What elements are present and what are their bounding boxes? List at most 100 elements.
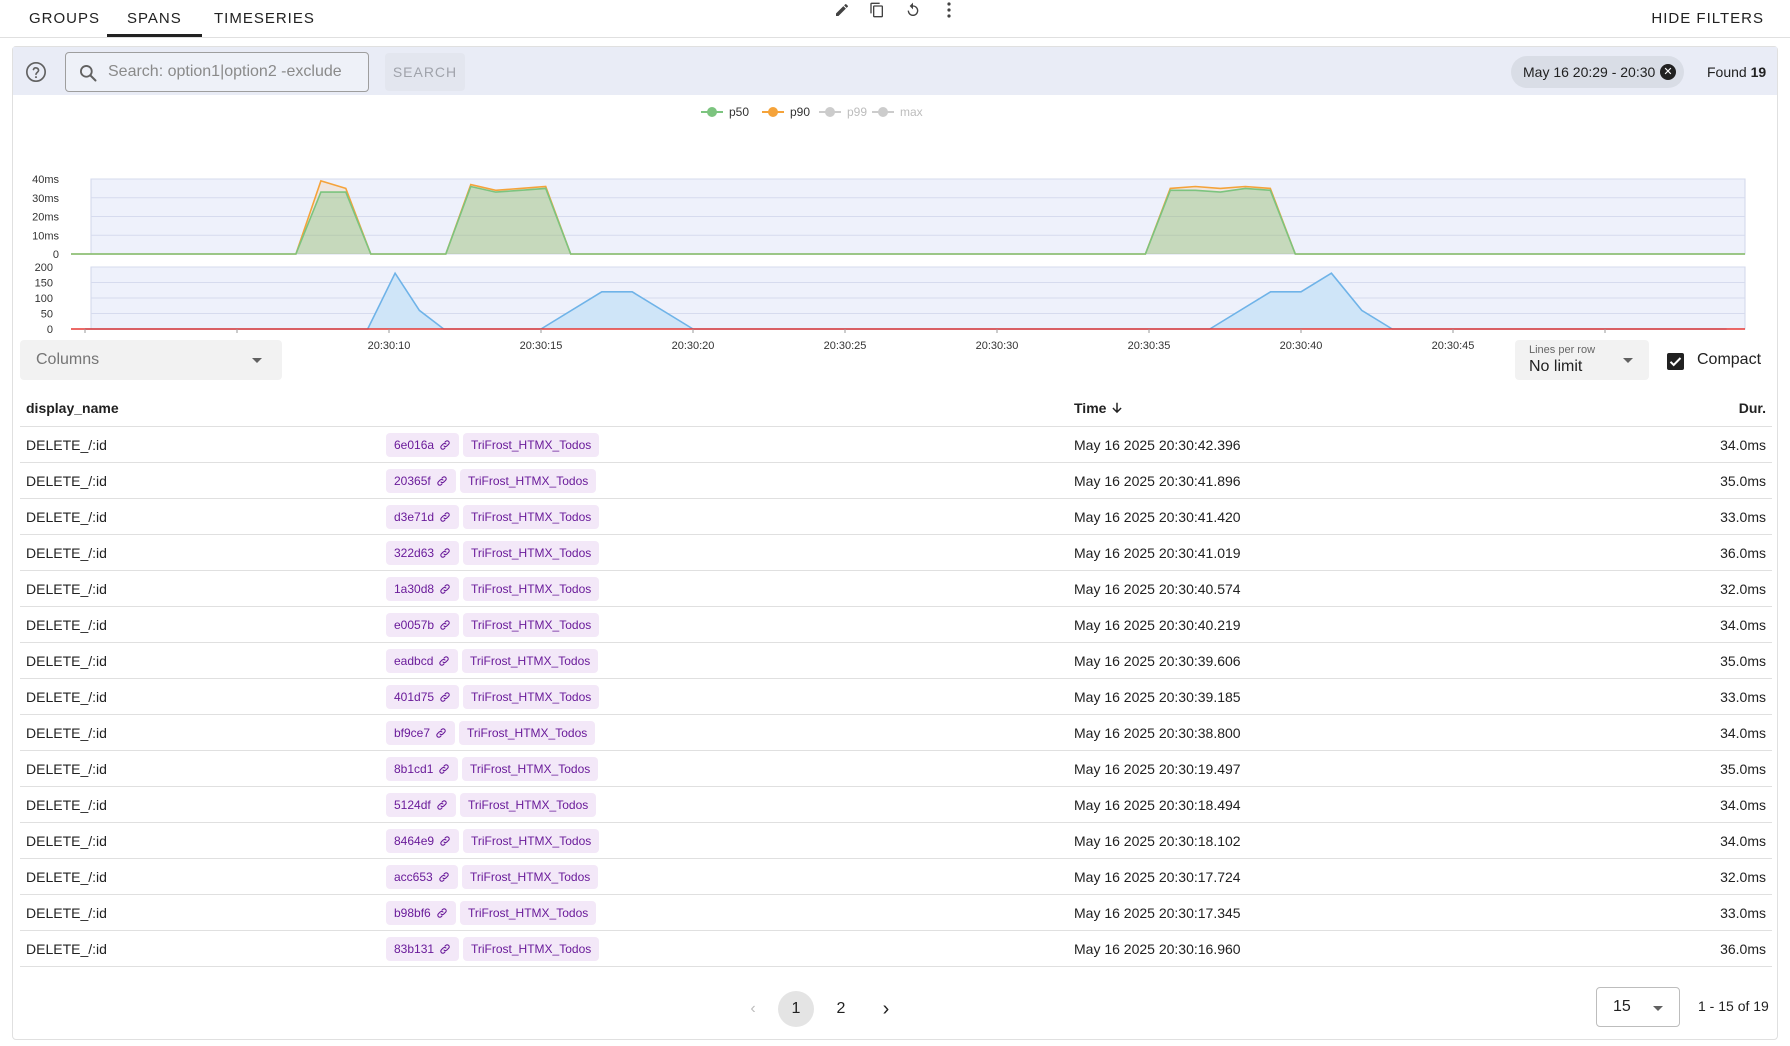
span-id-chip[interactable]: acc653: [386, 865, 458, 889]
time-cell: May 16 2025 20:30:39.606: [1074, 653, 1241, 669]
table-row[interactable]: DELETE_/:id 5124df TriFrost_HTMX_Todos May …: [20, 787, 1772, 823]
table-row[interactable]: DELETE_/:id eadbcd TriFrost_HTMX_Todos May …: [20, 643, 1772, 679]
spans-panel: SEARCH May 16 20:29 - 20:30 ✕ Found 19 p…: [12, 46, 1778, 1040]
table-row[interactable]: DELETE_/:id 83b131 TriFrost_HTMX_Todos May …: [20, 931, 1772, 967]
hide-filters-button[interactable]: HIDE FILTERS: [1651, 10, 1764, 27]
col-header-duration[interactable]: Dur.: [1738, 400, 1766, 416]
compact-label: Compact: [1697, 351, 1762, 368]
tab-groups[interactable]: GROUPS: [29, 10, 101, 27]
service-chip[interactable]: TriFrost_HTMX_Todos: [460, 793, 597, 817]
columns-select[interactable]: Columns: [20, 340, 282, 380]
duration-cell: 34.0ms: [1720, 437, 1766, 453]
link-icon: [439, 831, 451, 855]
span-id-chip[interactable]: 5124df: [386, 793, 456, 817]
service-chip[interactable]: TriFrost_HTMX_Todos: [460, 901, 597, 925]
table-row[interactable]: DELETE_/:id 20365f TriFrost_HTMX_Todos May …: [20, 463, 1772, 499]
pencil-icon[interactable]: [830, 0, 854, 20]
display-name-cell: DELETE_/:id: [26, 905, 107, 921]
spans-table: display_name Time Dur. DELETE_/:id 6e016a…: [20, 387, 1772, 967]
page-2-button[interactable]: 2: [836, 1000, 846, 1017]
p50-series-area: [71, 186, 1745, 254]
span-id-text: e0057b: [394, 618, 435, 632]
span-id-chip[interactable]: 83b131: [386, 937, 460, 961]
chevron-down-icon: [1653, 1006, 1663, 1011]
service-chip[interactable]: TriFrost_HTMX_Todos: [463, 577, 600, 601]
table-row[interactable]: DELETE_/:id bf9ce7 TriFrost_HTMX_Todos May …: [20, 715, 1772, 751]
col-header-display-name[interactable]: display_name: [26, 400, 119, 416]
service-chip[interactable]: TriFrost_HTMX_Todos: [463, 433, 600, 457]
service-chip[interactable]: TriFrost_HTMX_Todos: [462, 649, 599, 673]
top-bar: GROUPS SPANS TIMESERIES HIDE FILTERS: [0, 0, 1790, 38]
table-row[interactable]: DELETE_/:id b98bf6 TriFrost_HTMX_Todos May …: [20, 895, 1772, 931]
link-icon: [436, 471, 448, 495]
more-vertical-icon[interactable]: [937, 0, 961, 20]
checkbox-checked-icon[interactable]: [1667, 353, 1684, 370]
service-chip[interactable]: TriFrost_HTMX_Todos: [463, 505, 600, 529]
table-row[interactable]: DELETE_/:id 6e016a TriFrost_HTMX_Todos May …: [20, 427, 1772, 463]
clear-date-icon[interactable]: ✕: [1660, 64, 1676, 80]
date-range-chip[interactable]: May 16 20:29 - 20:30 ✕: [1511, 56, 1684, 88]
search-field[interactable]: [65, 52, 369, 92]
lines-per-row-select[interactable]: Lines per row No limit: [1515, 340, 1649, 380]
lines-per-row-label: Lines per row: [1529, 344, 1596, 356]
span-id-chip[interactable]: e0057b: [386, 613, 460, 637]
service-chip[interactable]: TriFrost_HTMX_Todos: [462, 865, 599, 889]
span-id-chip[interactable]: 401d75: [386, 685, 460, 709]
span-id-chip[interactable]: 322d63: [386, 541, 460, 565]
columns-label: Columns: [36, 351, 100, 368]
display-name-cell: DELETE_/:id: [26, 941, 107, 957]
search-input[interactable]: [106, 61, 356, 83]
table-row[interactable]: DELETE_/:id 8464e9 TriFrost_HTMX_Todos May …: [20, 823, 1772, 859]
duration-cell: 32.0ms: [1720, 869, 1766, 885]
help-icon[interactable]: [25, 61, 47, 88]
tab-spans[interactable]: SPANS: [107, 0, 202, 37]
tab-timeseries[interactable]: TIMESERIES: [214, 10, 315, 27]
search-button[interactable]: SEARCH: [385, 53, 465, 91]
span-id-text: b98bf6: [394, 906, 431, 920]
service-chip[interactable]: TriFrost_HTMX_Todos: [463, 937, 600, 961]
duration-cell: 36.0ms: [1720, 545, 1766, 561]
span-id-chip[interactable]: 1a30d8: [386, 577, 460, 601]
service-chip[interactable]: TriFrost_HTMX_Todos: [463, 685, 600, 709]
p90-series-area: [71, 180, 1745, 254]
col-header-time[interactable]: Time: [1074, 400, 1124, 416]
table-row[interactable]: DELETE_/:id acc653 TriFrost_HTMX_Todos May …: [20, 859, 1772, 895]
service-chip[interactable]: TriFrost_HTMX_Todos: [463, 829, 600, 853]
service-chip[interactable]: TriFrost_HTMX_Todos: [460, 469, 597, 493]
span-id-chip[interactable]: bf9ce7: [386, 721, 456, 745]
refresh-icon[interactable]: [901, 0, 925, 20]
span-id-text: d3e71d: [394, 510, 435, 524]
link-icon: [438, 759, 450, 783]
table-row[interactable]: DELETE_/:id 8b1cd1 TriFrost_HTMX_Todos May …: [20, 751, 1772, 787]
table-row[interactable]: DELETE_/:id 401d75 TriFrost_HTMX_Todos May …: [20, 679, 1772, 715]
table-row[interactable]: DELETE_/:id 1a30d8 TriFrost_HTMX_Todos May …: [20, 571, 1772, 607]
span-id-text: 8464e9: [394, 834, 435, 848]
span-id-chip[interactable]: eadbcd: [386, 649, 459, 673]
arrow-down-icon: [1112, 402, 1122, 414]
x-axis-tick-label: 20:30:35: [1128, 340, 1171, 352]
span-id-chip[interactable]: 8b1cd1: [386, 757, 459, 783]
next-page-icon[interactable]: ›: [882, 998, 890, 1020]
service-chip[interactable]: TriFrost_HTMX_Todos: [463, 613, 600, 637]
x-axis-tick-label: 20:30:30: [976, 340, 1019, 352]
page-range-text: 1 - 15 of 19: [1698, 998, 1769, 1014]
legend-marker: [878, 107, 888, 117]
service-chip[interactable]: TriFrost_HTMX_Todos: [463, 541, 600, 565]
span-id-chip[interactable]: 6e016a: [386, 433, 460, 457]
service-chip[interactable]: TriFrost_HTMX_Todos: [462, 757, 599, 781]
span-id-chip[interactable]: 20365f: [386, 469, 456, 493]
rows-per-page-select[interactable]: 15: [1596, 987, 1680, 1027]
count-y-tick: 200: [35, 262, 53, 274]
latency-and-count-charts: p50 p90 p99 max40ms30ms20ms10ms020015010050…: [32, 105, 1746, 352]
copy-icon[interactable]: [865, 0, 889, 20]
table-row[interactable]: DELETE_/:id d3e71d TriFrost_HTMX_Todos May …: [20, 499, 1772, 535]
prev-page-icon[interactable]: ‹: [750, 1000, 756, 1017]
service-chip[interactable]: TriFrost_HTMX_Todos: [459, 721, 596, 745]
span-id-chip[interactable]: 8464e9: [386, 829, 460, 855]
table-row[interactable]: DELETE_/:id 322d63 TriFrost_HTMX_Todos May …: [20, 535, 1772, 571]
span-id-chip[interactable]: d3e71d: [386, 505, 460, 529]
page-1-button[interactable]: 1: [778, 991, 814, 1027]
table-row[interactable]: DELETE_/:id e0057b TriFrost_HTMX_Todos May …: [20, 607, 1772, 643]
span-id-chip[interactable]: b98bf6: [386, 901, 456, 925]
latency-y-tick: 40ms: [32, 174, 59, 186]
